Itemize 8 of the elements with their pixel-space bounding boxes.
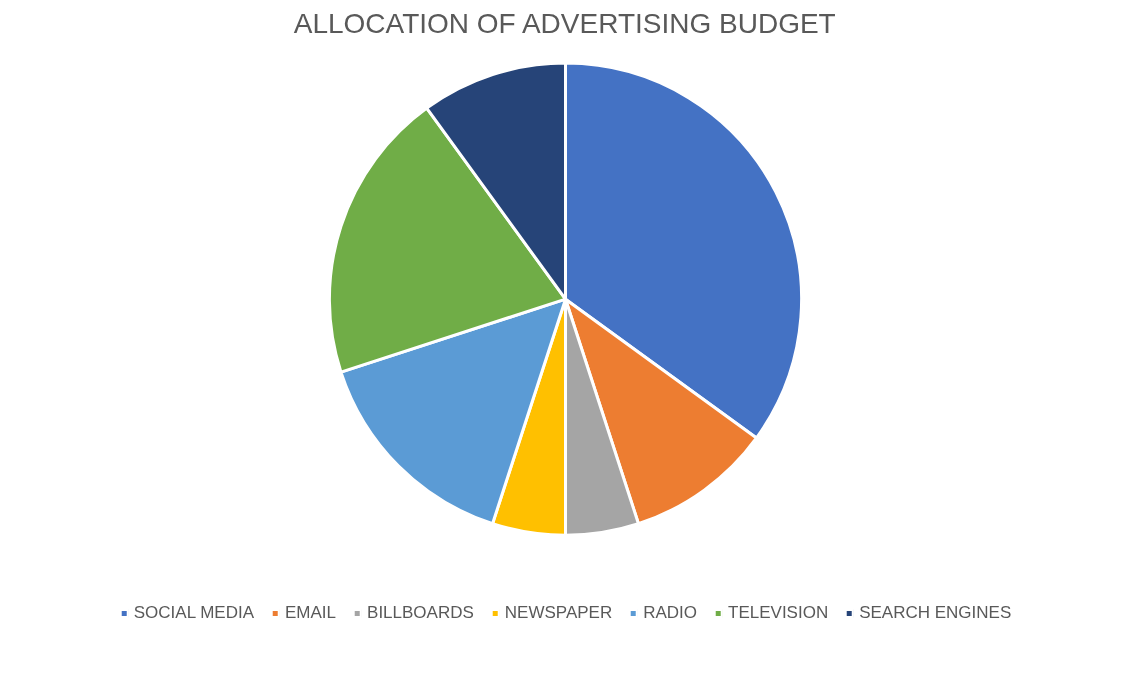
legend-label: RADIO	[643, 603, 698, 623]
legend-label: EMAIL	[285, 603, 337, 623]
legend-label: SEARCH ENGINES	[859, 603, 1012, 623]
legend-label: NEWSPAPER	[504, 603, 613, 623]
legend-label: SOCIAL MEDIA	[133, 603, 255, 623]
legend-label: BILLBOARDS	[367, 603, 474, 623]
legend-label: TELEVISION	[728, 603, 829, 623]
chart-title: ALLOCATION OF ADVERTISING BUDGET	[293, 7, 836, 39]
